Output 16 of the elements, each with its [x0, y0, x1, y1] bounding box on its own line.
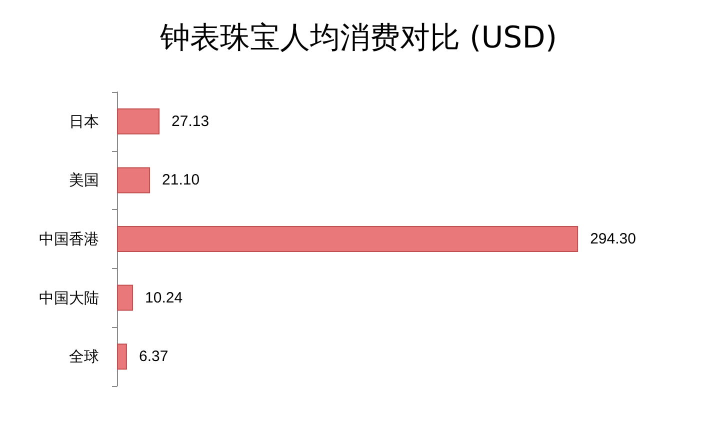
data-label: 21.10: [162, 172, 200, 189]
bar: [117, 284, 134, 311]
bar: [117, 167, 150, 194]
y-tick-label: 全球: [69, 348, 99, 366]
data-label: 10.24: [145, 289, 183, 306]
data-label: 294.30: [590, 230, 636, 248]
chart-title: 钟表珠宝人均消费对比 (USD): [158, 20, 558, 56]
y-tick-label: 美国: [69, 171, 99, 190]
y-tick-label: 中国香港: [39, 230, 99, 248]
data-label: 6.37: [138, 348, 168, 366]
data-label: 27.13: [172, 112, 210, 130]
bar: [117, 344, 127, 370]
y-tick-label: 日本: [69, 112, 99, 130]
bar: [117, 108, 160, 134]
bar: [117, 226, 578, 252]
y-tick-label: 中国大陆: [39, 288, 99, 307]
